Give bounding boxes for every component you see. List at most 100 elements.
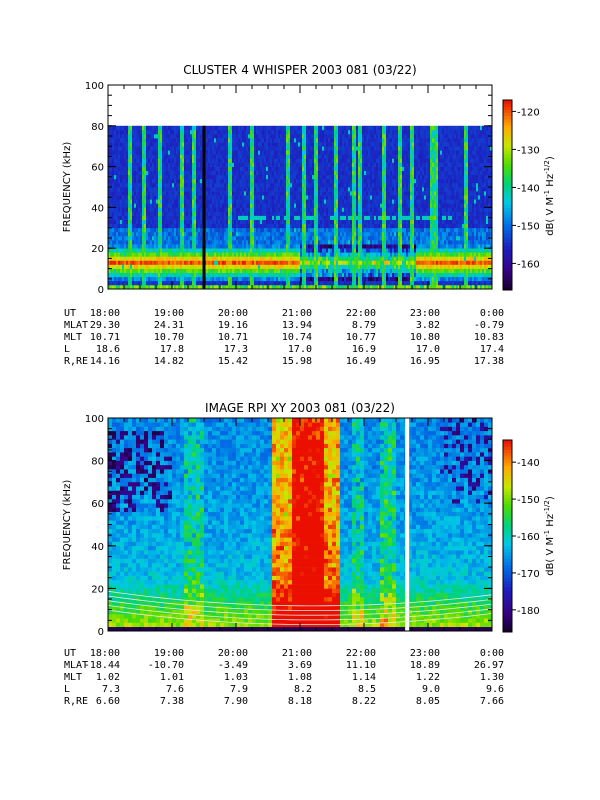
spectrogram-cell — [398, 240, 401, 245]
spectrogram-cell — [414, 231, 417, 237]
spectrogram-cell — [418, 268, 421, 273]
spectrogram-cell — [274, 195, 277, 200]
spectrogram-cell — [300, 223, 303, 229]
spectrogram-cell — [290, 244, 293, 249]
spectrogram-cell — [198, 276, 201, 282]
spectrogram-cell — [146, 248, 149, 253]
spectrogram-cell — [252, 227, 255, 233]
spectrogram-cell — [306, 268, 309, 273]
spectrogram-cell — [374, 215, 377, 220]
spectrogram-cell — [346, 182, 349, 188]
spectrogram-cell — [404, 272, 407, 278]
spectrogram-cell — [228, 199, 231, 204]
spectrogram-cell — [264, 195, 267, 200]
spectrogram-cell — [258, 264, 261, 269]
spectrogram-cell — [242, 211, 245, 216]
spectrogram-cell — [360, 256, 363, 261]
spectrogram-cell — [394, 244, 397, 249]
spectrogram-cell — [178, 264, 181, 269]
spectrogram-cell — [374, 211, 377, 216]
spectrogram-cell — [244, 207, 247, 212]
spectrogram-cell — [454, 195, 457, 200]
spectrogram-cell — [302, 195, 305, 200]
spectrogram-cell — [430, 211, 433, 216]
spectrogram-cell — [476, 187, 479, 192]
spectrogram-cell — [298, 256, 301, 261]
spectrogram-cell — [422, 223, 425, 229]
spectrogram-cell — [226, 260, 229, 265]
spectrogram-cell — [222, 280, 225, 286]
spectrogram-cell — [120, 219, 123, 225]
spectrogram-cell — [200, 195, 203, 200]
spectrogram-cell — [444, 219, 447, 225]
spectrogram-cell — [176, 260, 179, 265]
spectrogram-cell — [370, 244, 373, 249]
spectrogram-cell — [320, 203, 323, 208]
spectrogram-cell — [428, 207, 431, 212]
spectrogram-cell — [116, 215, 119, 220]
spectrogram-cell — [376, 252, 379, 257]
spectrogram-cell — [308, 272, 311, 278]
spectrogram-cell — [206, 280, 209, 286]
spectrogram-cell — [486, 252, 489, 257]
spectrogram-cell — [198, 272, 201, 278]
spectrogram-cell — [118, 252, 121, 257]
spectrogram-cell — [422, 272, 425, 278]
spectrogram-cell — [362, 260, 365, 265]
spectrogram-cell — [312, 191, 315, 196]
spectrogram-cell — [144, 195, 147, 200]
spectrogram-cell — [112, 272, 115, 278]
spectrogram-cell — [394, 195, 397, 200]
spectrogram-cell — [124, 195, 127, 200]
spectrogram-cell — [246, 268, 249, 273]
spectrogram-cell — [456, 219, 459, 225]
spectrogram-cell — [194, 252, 197, 257]
spectrogram-cell — [426, 191, 429, 196]
spectrogram-cell — [450, 215, 453, 220]
spectrogram-cell — [250, 203, 253, 208]
spectrogram-cell — [458, 240, 461, 245]
spectrogram-cell — [110, 219, 113, 225]
spectrogram-cell — [256, 215, 259, 220]
spectrogram-cell — [174, 211, 177, 216]
spectrogram-cell — [466, 248, 469, 253]
spectrogram-cell — [402, 231, 405, 237]
spectrogram-cell — [352, 244, 355, 249]
spectrogram-cell — [358, 207, 361, 212]
spectrogram-cell — [458, 227, 461, 233]
spectrogram-cell — [306, 276, 309, 282]
spectrogram-cell — [120, 272, 123, 278]
spectrogram-cell — [446, 264, 449, 269]
spectrogram-cell — [428, 248, 431, 253]
spectrogram-cell — [218, 244, 221, 249]
spectrogram-cell — [458, 256, 461, 261]
spectrogram-cell — [278, 248, 281, 253]
spectrogram-cell — [148, 215, 151, 220]
spectrogram-cell — [430, 276, 433, 282]
spectrogram-cell — [412, 240, 415, 245]
spectrogram-cell — [470, 231, 473, 237]
spectrogram-cell — [274, 227, 277, 233]
spectrogram-cell — [292, 280, 295, 286]
spectrogram-cell — [110, 227, 113, 233]
spectrogram-cell — [164, 207, 167, 212]
spectrogram-cell — [110, 178, 113, 184]
spectrogram-cell — [150, 244, 153, 249]
spectrogram-cell — [264, 272, 267, 278]
spectrogram-cell — [328, 256, 331, 261]
spectrogram-cell — [234, 227, 237, 233]
spectrogram-cell — [450, 256, 453, 261]
spectrogram-cell — [432, 182, 435, 188]
spectrogram-cell — [150, 191, 153, 196]
spectrogram-cell — [460, 195, 463, 200]
spectrogram-cell — [426, 187, 429, 192]
spectrogram-cell — [296, 182, 299, 188]
spectrogram-cell — [470, 203, 473, 208]
spectrogram-cell — [162, 223, 165, 229]
spectrogram-cell — [464, 240, 467, 245]
spectrogram-cell — [432, 248, 435, 253]
spectrogram-cell — [250, 199, 253, 204]
spectrogram-cell — [294, 248, 297, 253]
spectrogram-cell — [128, 244, 131, 249]
spectrogram-cell — [406, 280, 409, 286]
